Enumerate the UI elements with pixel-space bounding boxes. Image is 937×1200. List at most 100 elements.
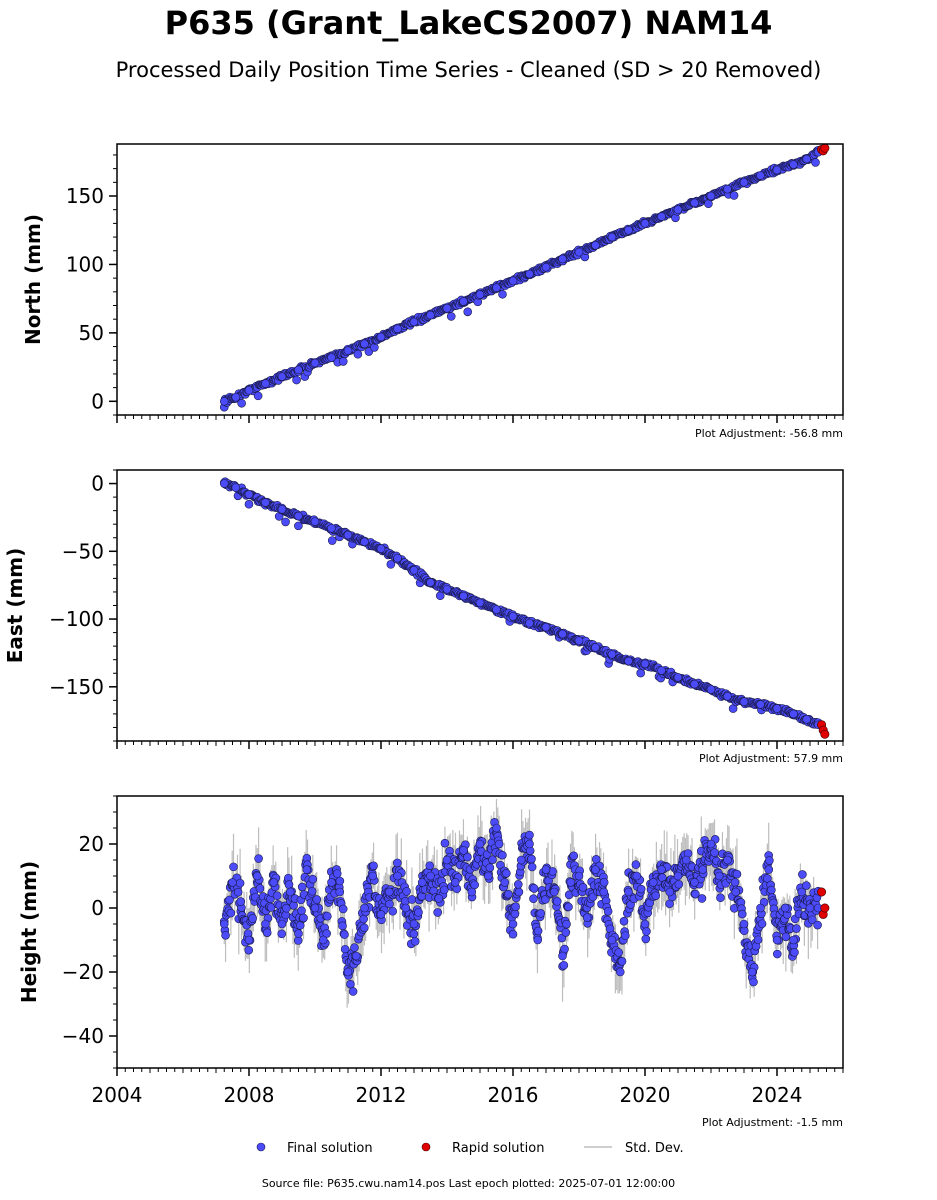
final-point [615,967,625,977]
final-point [318,935,328,945]
final-point [706,191,716,201]
final-point [549,887,559,897]
final-point [459,846,468,855]
final-point [552,897,562,906]
final-point [327,878,336,887]
final-point [459,297,468,306]
final-point [409,919,419,929]
rapid-point [820,729,830,739]
final-point [332,869,342,878]
final-point [446,312,456,321]
final-point [772,165,782,175]
final-point [277,929,287,939]
final-point [723,855,732,865]
final-point [673,205,683,214]
final-point [561,928,571,937]
final-point [737,909,747,919]
final-point [409,929,419,939]
final-point [221,931,230,940]
final-point [440,838,450,848]
final-point [642,927,651,936]
final-point [500,878,510,887]
final-point [231,392,241,402]
final-point [343,346,353,355]
final-point [527,862,537,872]
final-point [525,269,534,279]
final-point [410,937,420,946]
final-point [282,903,291,913]
y-axis-label: North (mm) [21,214,45,345]
final-point [533,935,543,945]
final-point [621,931,630,940]
final-point [641,934,651,944]
final-point [450,878,460,887]
east-panel: 0 −50 −100 −150 East (mm) Plot Adjustment: 57… [3,469,844,765]
plot-adjustment: Plot Adjustment: -56.8 mm [695,427,843,440]
plot-adjustment: Plot Adjustment: -1.5 mm [702,1116,843,1129]
final-point [369,861,378,871]
legend-rapid-label: Rapid solution [452,1141,544,1156]
final-point [640,919,650,929]
final-point [467,887,477,897]
final-point [739,919,749,929]
y-tick-label: 150 [66,184,104,208]
final-point [386,560,396,569]
final-point [225,895,234,905]
final-point [426,578,435,587]
final-point [574,247,584,257]
x-tick-label: 2004 [92,1083,143,1107]
y-tick-label: −150 [49,675,104,699]
final-point [261,919,270,929]
final-point [388,906,398,916]
final-point [798,870,807,879]
final-point [802,154,812,164]
final-point [335,876,345,886]
final-point [723,184,732,194]
final-point [226,908,236,918]
final-point [756,700,765,709]
final-point [559,960,569,970]
final-point [409,317,419,327]
final-point [516,855,526,865]
final-point [536,909,546,918]
final-point [808,915,817,925]
final-point [657,666,666,675]
x-tick-label: 2024 [752,1083,803,1107]
final-point [327,523,336,533]
final-point [511,902,520,911]
final-point [765,856,774,865]
final-point [723,691,732,701]
final-point [502,868,511,878]
final-point [348,987,358,996]
final-point [541,865,551,874]
final-point [475,839,485,849]
final-point [690,679,699,689]
final-point [749,977,758,987]
final-point [731,887,741,897]
x-tick-label: 2016 [488,1083,539,1107]
final-point [235,878,245,888]
final-point [607,232,617,242]
final-point [802,881,811,890]
final-point [558,629,567,639]
final-point [370,343,379,352]
final-point [640,219,650,228]
final-point [617,957,627,966]
final-point [393,858,402,868]
final-point [244,935,254,945]
final-point [297,906,306,915]
y-tick-label: −100 [49,607,104,631]
final-point [360,339,369,349]
final-point [442,855,452,865]
final-point [739,178,749,187]
final-point [292,375,301,385]
final-point [529,884,539,893]
final-point [562,919,571,929]
final-point [343,967,353,977]
final-point [302,865,312,874]
north-panel: 0 50 100 150 North (mm) Plot Adjustment: -56.… [21,143,844,440]
final-point [508,929,518,939]
final-point [566,878,576,887]
final-point [527,854,536,864]
legend-final-marker [256,1142,266,1152]
